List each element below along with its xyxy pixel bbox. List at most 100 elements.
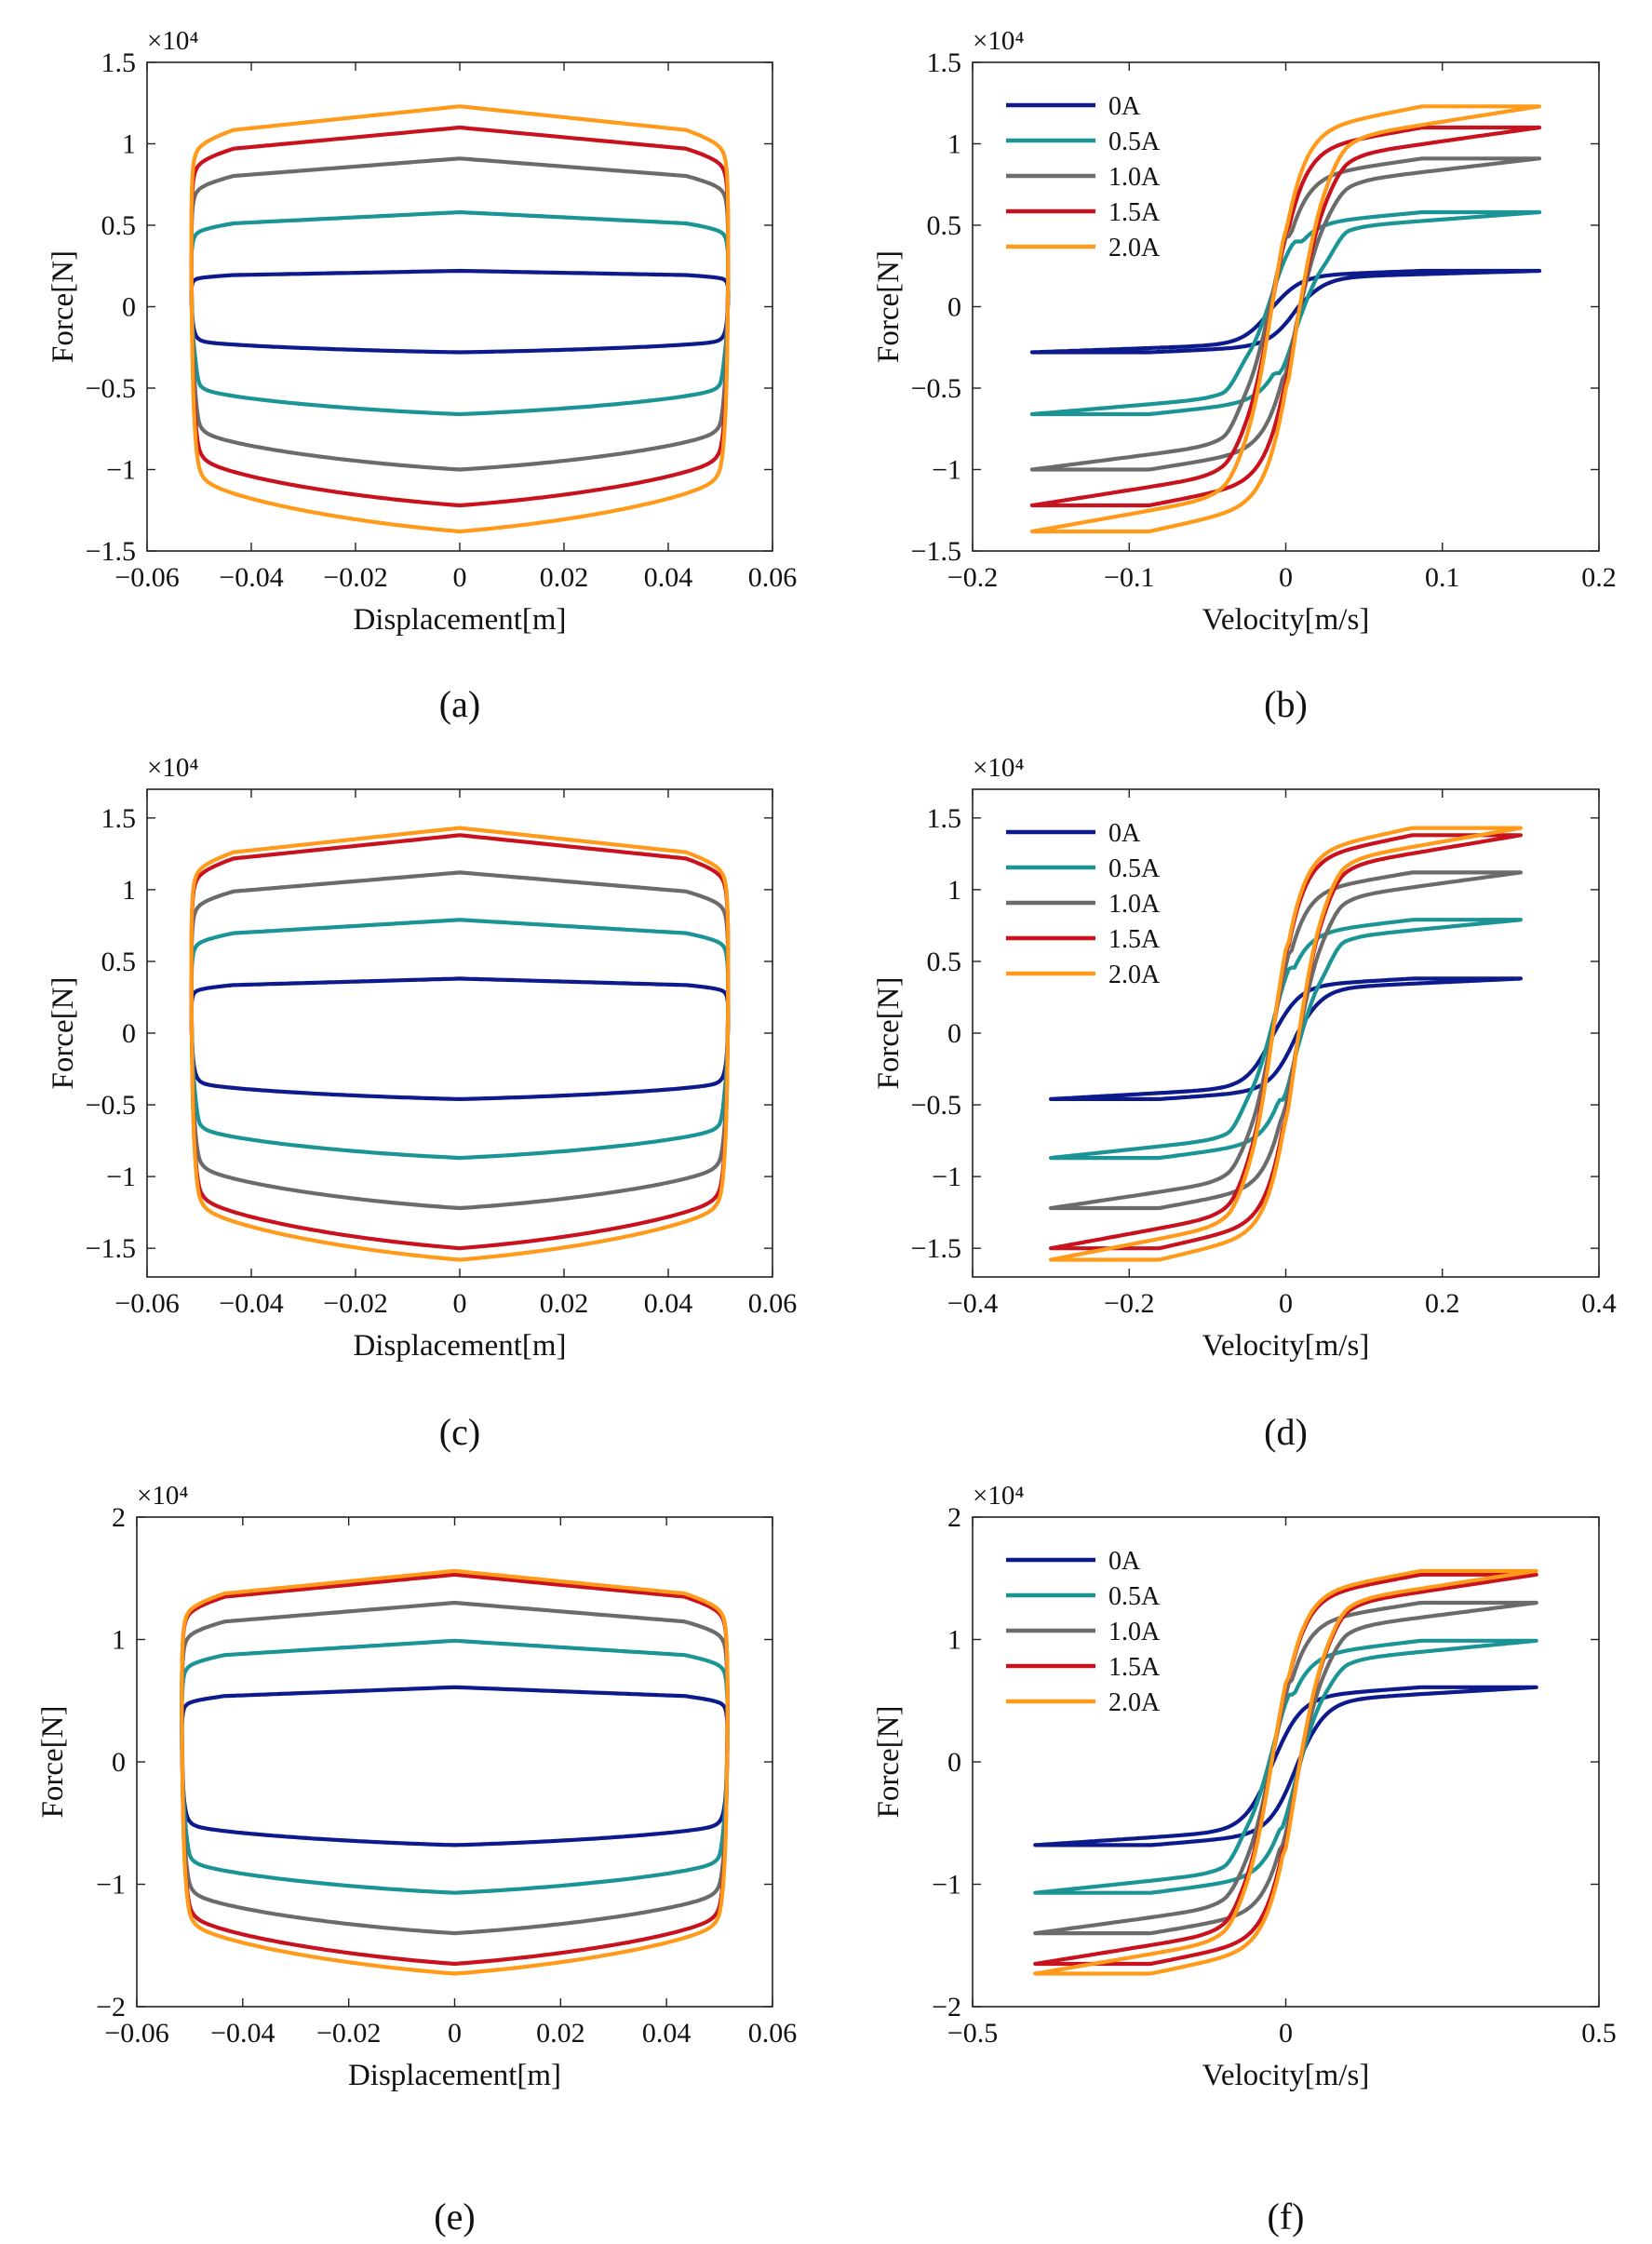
x-tick-label: 0 bbox=[453, 1288, 467, 1319]
y-tick-label: 1.5 bbox=[927, 803, 962, 834]
x-tick-label: 0 bbox=[448, 2018, 462, 2049]
x-tick-label: 0 bbox=[1279, 1288, 1293, 1319]
y-tick-label: 0 bbox=[947, 1747, 961, 1778]
y-tick-label: 0.5 bbox=[927, 947, 962, 977]
axis-multiplier: ×10⁴ bbox=[147, 26, 198, 56]
panel-d: −0.4 −0.2 0 0.2 0.4 −1.5 −1 −0.5 0 0.5 1 1.5 ×10⁴ Vel… bbox=[872, 753, 1617, 1453]
y-tick-label: 0 bbox=[122, 1018, 136, 1049]
series-curve-2.0A bbox=[189, 826, 731, 1262]
x-tick-label: 0 bbox=[453, 562, 467, 593]
series-curve-2.0A bbox=[1029, 104, 1542, 534]
x-tick-label: 0.02 bbox=[540, 562, 589, 593]
y-tick-label: −1.5 bbox=[86, 536, 136, 567]
x-axis-label: Velocity[m/s] bbox=[1202, 603, 1370, 637]
series-curve-0.5A bbox=[1029, 209, 1542, 417]
x-tick-label: −0.04 bbox=[219, 1288, 283, 1319]
y-tick-label: 2 bbox=[112, 1502, 126, 1533]
legend-label: 0A bbox=[1108, 819, 1141, 848]
panel-caption: (d) bbox=[1264, 1411, 1308, 1453]
x-tick-label: −0.06 bbox=[114, 562, 179, 593]
series-curve-1.5A bbox=[1029, 125, 1542, 508]
y-tick-label: −1 bbox=[106, 1162, 136, 1192]
legend-label: 0.5A bbox=[1108, 128, 1161, 156]
y-tick-label: −0.5 bbox=[86, 1090, 136, 1121]
legend-label: 2.0A bbox=[1108, 234, 1161, 262]
x-axis-label: Velocity[m/s] bbox=[1202, 2059, 1370, 2092]
axis-multiplier: ×10⁴ bbox=[147, 753, 198, 783]
y-tick-label: 0 bbox=[947, 1018, 961, 1049]
x-tick-label: −0.06 bbox=[104, 2018, 168, 2049]
legend-label: 1.5A bbox=[1108, 198, 1161, 227]
axis-multiplier: ×10⁴ bbox=[973, 753, 1024, 783]
y-tick-label: 1 bbox=[122, 875, 136, 906]
series-curve-0A bbox=[1049, 976, 1523, 1101]
x-tick-label: −0.4 bbox=[947, 1288, 998, 1319]
curve-group bbox=[189, 826, 731, 1262]
y-tick-label: −0.5 bbox=[911, 373, 961, 404]
panel-f: −0.5 0 0.5 −2 −1 0 1 2 ×10⁴ Velocity[m/s] Force[N]… bbox=[872, 1481, 1617, 2237]
y-tick-label: 0 bbox=[122, 292, 136, 323]
y-tick-label: −0.5 bbox=[911, 1090, 961, 1121]
curve-group bbox=[1029, 104, 1542, 534]
panel-b: −0.2 −0.1 0 0.1 0.2 −1.5 −1 −0.5 0 0.5 1 1.5 ×10⁴ Vel… bbox=[872, 26, 1617, 725]
panel-e: −0.06 −0.04 −0.02 0 0.02 0.04 0.06 −2 −1 0 1 2 ×10⁴ D… bbox=[36, 1481, 797, 2237]
series-curve-1.5A bbox=[1033, 1572, 1538, 1967]
x-tick-label: 0.1 bbox=[1425, 562, 1460, 593]
series-curve-2.0A bbox=[180, 1568, 730, 1976]
y-tick-label: −1 bbox=[106, 455, 136, 486]
legend-label: 1.0A bbox=[1108, 1618, 1161, 1646]
series-curve-2.0A bbox=[1049, 826, 1523, 1262]
y-axis-label: Force[N] bbox=[872, 250, 906, 363]
legend-label: 0.5A bbox=[1108, 1582, 1161, 1611]
y-axis-label: Force[N] bbox=[36, 1706, 70, 1819]
legend-label: 1.5A bbox=[1108, 1653, 1161, 1682]
x-tick-label: −0.02 bbox=[323, 562, 387, 593]
panel-caption: (b) bbox=[1264, 683, 1308, 725]
x-axis-label: Velocity[m/s] bbox=[1202, 1329, 1370, 1363]
y-tick-label: 2 bbox=[947, 1502, 961, 1533]
x-tick-label: −0.1 bbox=[1104, 562, 1154, 593]
x-tick-label: −0.5 bbox=[947, 2018, 998, 2049]
series-curve-0A bbox=[1033, 1685, 1538, 1848]
y-tick-label: −2 bbox=[96, 1992, 126, 2022]
panel-a: −0.06 −0.04 −0.02 0 0.02 0.04 0.06 −1.5 −1 −0.5 0 0… bbox=[47, 26, 797, 725]
x-axis-label: Displacement[m] bbox=[353, 603, 566, 637]
panel-c: −0.06 −0.04 −0.02 0 0.02 0.04 0.06 −1.5 −1 −0.5 0 0… bbox=[47, 753, 797, 1453]
y-tick-label: 1.5 bbox=[927, 47, 962, 78]
legend-label: 1.0A bbox=[1108, 163, 1161, 192]
x-tick-label: 0 bbox=[1279, 562, 1293, 593]
y-tick-label: −1 bbox=[932, 1162, 961, 1192]
y-tick-label: −2 bbox=[932, 1992, 961, 2022]
y-tick-label: 1.5 bbox=[101, 803, 137, 834]
x-axis-label: Displacement[m] bbox=[353, 1329, 566, 1363]
series-curve-0A bbox=[1029, 268, 1542, 355]
y-tick-label: 1 bbox=[112, 1625, 126, 1656]
x-tick-label: 0 bbox=[1279, 2018, 1293, 2049]
y-tick-label: 1.5 bbox=[101, 47, 137, 78]
x-tick-label: 0.02 bbox=[540, 1288, 589, 1319]
series-curve-1.0A bbox=[1033, 1600, 1538, 1936]
y-tick-label: 1 bbox=[947, 875, 961, 906]
y-tick-label: 1 bbox=[947, 1625, 961, 1656]
y-tick-label: −1 bbox=[932, 455, 961, 486]
x-tick-label: −0.2 bbox=[1104, 1288, 1154, 1319]
y-tick-label: −1.5 bbox=[911, 536, 961, 567]
y-axis-label: Force[N] bbox=[872, 1706, 906, 1819]
x-tick-label: 0.04 bbox=[642, 2018, 692, 2049]
curve-group bbox=[180, 1568, 730, 1976]
x-tick-label: 0.04 bbox=[644, 1288, 693, 1319]
x-tick-label: 0.02 bbox=[536, 2018, 585, 2049]
x-tick-label: 0.2 bbox=[1581, 562, 1617, 593]
y-tick-label: 1 bbox=[947, 129, 961, 160]
panel-caption: (f) bbox=[1268, 2196, 1305, 2237]
x-tick-label: 0.2 bbox=[1425, 1288, 1460, 1319]
x-tick-label: −0.2 bbox=[947, 562, 998, 593]
axis-multiplier: ×10⁴ bbox=[137, 1481, 188, 1511]
x-tick-label: 0.06 bbox=[748, 562, 798, 593]
series-curve-1.0A bbox=[1029, 156, 1542, 472]
legend-label: 2.0A bbox=[1108, 961, 1161, 989]
legend-label: 1.0A bbox=[1108, 890, 1161, 919]
y-tick-label: 0.5 bbox=[927, 210, 962, 241]
y-axis-label: Force[N] bbox=[47, 250, 80, 363]
